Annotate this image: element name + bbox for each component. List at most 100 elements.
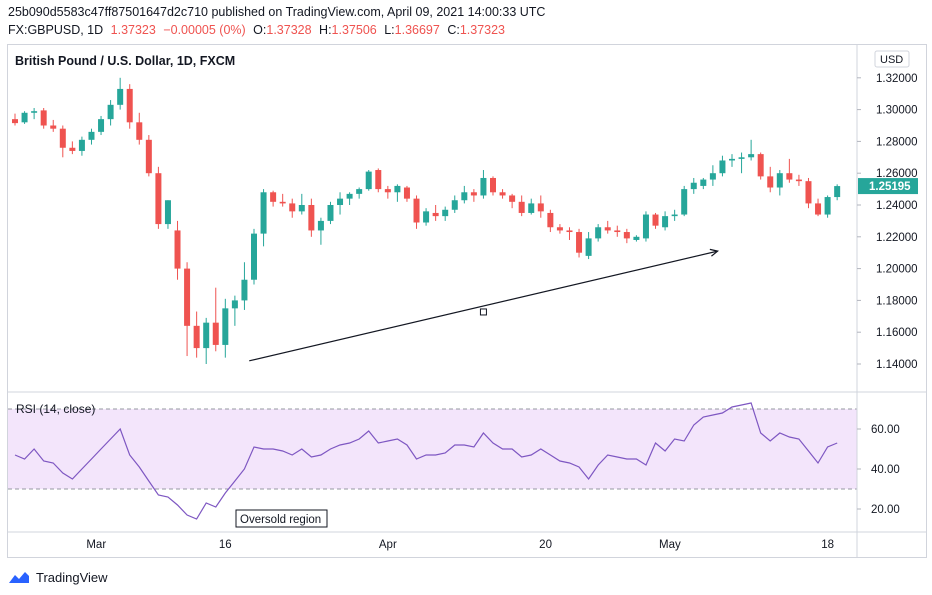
tradingview-logo-icon <box>9 572 29 583</box>
candle-up <box>690 182 697 190</box>
candle-down <box>509 195 516 202</box>
candle-up <box>595 227 602 239</box>
candle-down <box>757 154 764 177</box>
candle-up <box>461 192 468 201</box>
currency-badge <box>874 50 910 68</box>
chart-title: British Pound / U.S. Dollar, 1D, FXCM <box>15 54 235 68</box>
candle-down <box>50 125 57 129</box>
candle-down <box>145 139 152 174</box>
candle-down <box>805 181 812 204</box>
candle-down <box>289 203 296 212</box>
oversold-annotation-box <box>235 509 328 528</box>
candle-up <box>480 177 487 196</box>
candle-up <box>681 189 688 215</box>
candle-down <box>193 325 200 349</box>
price-tick-label: 1.26000 <box>876 168 918 180</box>
low-value: 1.36697 <box>394 23 440 37</box>
candle-up <box>709 173 716 180</box>
high-value: 1.37506 <box>331 23 377 37</box>
candle-down <box>174 230 181 269</box>
rsi-band <box>8 409 857 489</box>
candle-up <box>251 233 257 280</box>
trendline-handle <box>479 308 487 316</box>
candle-down <box>470 192 477 196</box>
candle-up <box>738 157 745 159</box>
currency-label: USD <box>880 54 903 66</box>
candle-up <box>748 154 755 158</box>
candle-up <box>671 214 678 217</box>
candle-down <box>537 203 544 212</box>
close-label: C: <box>447 23 460 37</box>
candle-up <box>107 104 114 120</box>
low-label: L: <box>384 23 395 37</box>
price-tick-label: 1.24000 <box>876 200 918 212</box>
candle-down <box>155 173 162 225</box>
price-tick-label: 1.18000 <box>876 295 918 307</box>
candle-down <box>815 203 822 215</box>
time-tick-label: Mar <box>86 539 106 551</box>
price-tick-label: 1.30000 <box>876 105 918 117</box>
candle-up <box>117 88 124 105</box>
candle-down <box>432 212 439 217</box>
price-tick-label: 1.20000 <box>876 264 918 276</box>
footer: TradingView <box>8 566 108 588</box>
ohlc-line: FX:GBPUSD, 1D 1.37323 −0.00005 (0%) O:1.… <box>8 23 509 37</box>
time-tick-label: 18 <box>821 539 834 551</box>
candle-down <box>652 214 659 226</box>
candle-down <box>604 227 611 231</box>
candle-up <box>31 111 38 113</box>
candle-down <box>614 230 621 233</box>
candle-up <box>164 200 171 225</box>
candle-up <box>337 198 344 205</box>
candle-down <box>576 232 583 253</box>
time-tick-label: May <box>659 539 681 551</box>
candle-down <box>547 212 554 228</box>
candle-up <box>327 205 334 221</box>
price-tick-label: 1.28000 <box>876 136 918 148</box>
candle-up <box>585 238 592 256</box>
candle-up <box>719 160 726 174</box>
candle-down <box>786 173 793 180</box>
candle-up <box>451 200 458 210</box>
candle-down <box>136 122 143 140</box>
candle-up <box>346 193 353 199</box>
candle-up <box>222 308 229 345</box>
candle-down <box>279 201 286 204</box>
candle-up <box>356 189 363 194</box>
rsi-line <box>14 402 838 520</box>
candle-down <box>12 119 18 124</box>
candle-down <box>69 147 76 151</box>
chart-frame <box>7 44 927 558</box>
price-tick-label: 1.16000 <box>876 327 918 339</box>
candle-down <box>40 110 47 126</box>
candle-up <box>203 322 210 349</box>
price-tick-label: 1.14000 <box>876 359 918 371</box>
time-tick-label: 16 <box>219 539 232 551</box>
last-price-label: 1.25195 <box>869 181 911 193</box>
chart-header: 25b090d5583c47ff87501647d2c710 published… <box>0 0 932 44</box>
candle-down <box>403 187 410 199</box>
candle-up <box>365 171 372 190</box>
candle-up <box>98 119 105 132</box>
candle-up <box>633 236 640 240</box>
candle-down <box>308 205 315 231</box>
last-price-badge <box>858 178 918 195</box>
candle-up <box>317 220 324 231</box>
candle-down <box>556 227 563 231</box>
candle-down <box>59 128 66 148</box>
candle-down <box>490 177 496 193</box>
candle-down <box>184 268 191 326</box>
candle-up <box>21 112 28 123</box>
candle-up <box>231 300 238 309</box>
candle-down <box>767 176 774 188</box>
rsi-tick-label: 60.00 <box>871 424 900 436</box>
candle-down <box>499 192 506 196</box>
open-value: 1.37328 <box>266 23 312 37</box>
candle-up <box>78 139 85 151</box>
price-tick-label: 1.32000 <box>876 73 918 85</box>
candle-up <box>776 173 783 188</box>
candle-up <box>528 203 535 213</box>
oversold-annotation: Oversold region <box>240 514 321 526</box>
candle-down <box>212 322 219 345</box>
